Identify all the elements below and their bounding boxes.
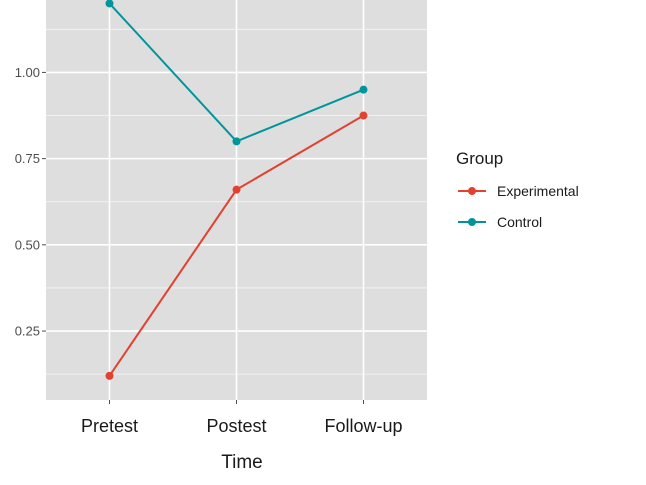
x-axis-title: Time <box>221 452 263 473</box>
legend-item-control: Control <box>458 214 542 230</box>
data-point-experimental <box>232 185 241 194</box>
legend-label: Control <box>497 214 542 230</box>
y-tick-label: 0.25 <box>15 324 40 339</box>
legend-key-point <box>468 187 476 195</box>
x-tick-label: Postest <box>206 416 266 436</box>
y-axis: 0.25 0.50 0.75 1.00 <box>15 65 46 339</box>
data-point-control <box>105 0 114 8</box>
y-tick-label: 0.75 <box>15 151 40 166</box>
series-group <box>105 0 368 380</box>
y-tick-label: 1.00 <box>15 65 40 80</box>
x-axis: Pretest Postest Follow-up <box>81 400 403 436</box>
y-tick-label: 0.50 <box>15 237 40 252</box>
legend-title: Group <box>456 149 503 168</box>
x-tick-label: Pretest <box>81 416 138 436</box>
legend-item-experimental: Experimental <box>458 183 579 199</box>
data-point-control <box>232 137 241 146</box>
data-point-control <box>359 85 368 94</box>
legend-key-point <box>468 218 476 226</box>
data-point-experimental <box>359 111 368 120</box>
data-point-experimental <box>105 371 114 380</box>
legend-label: Experimental <box>497 183 579 199</box>
x-tick-label: Follow-up <box>324 416 402 436</box>
grid-lines <box>46 0 427 400</box>
legend: Group Experimental Control <box>456 149 579 230</box>
